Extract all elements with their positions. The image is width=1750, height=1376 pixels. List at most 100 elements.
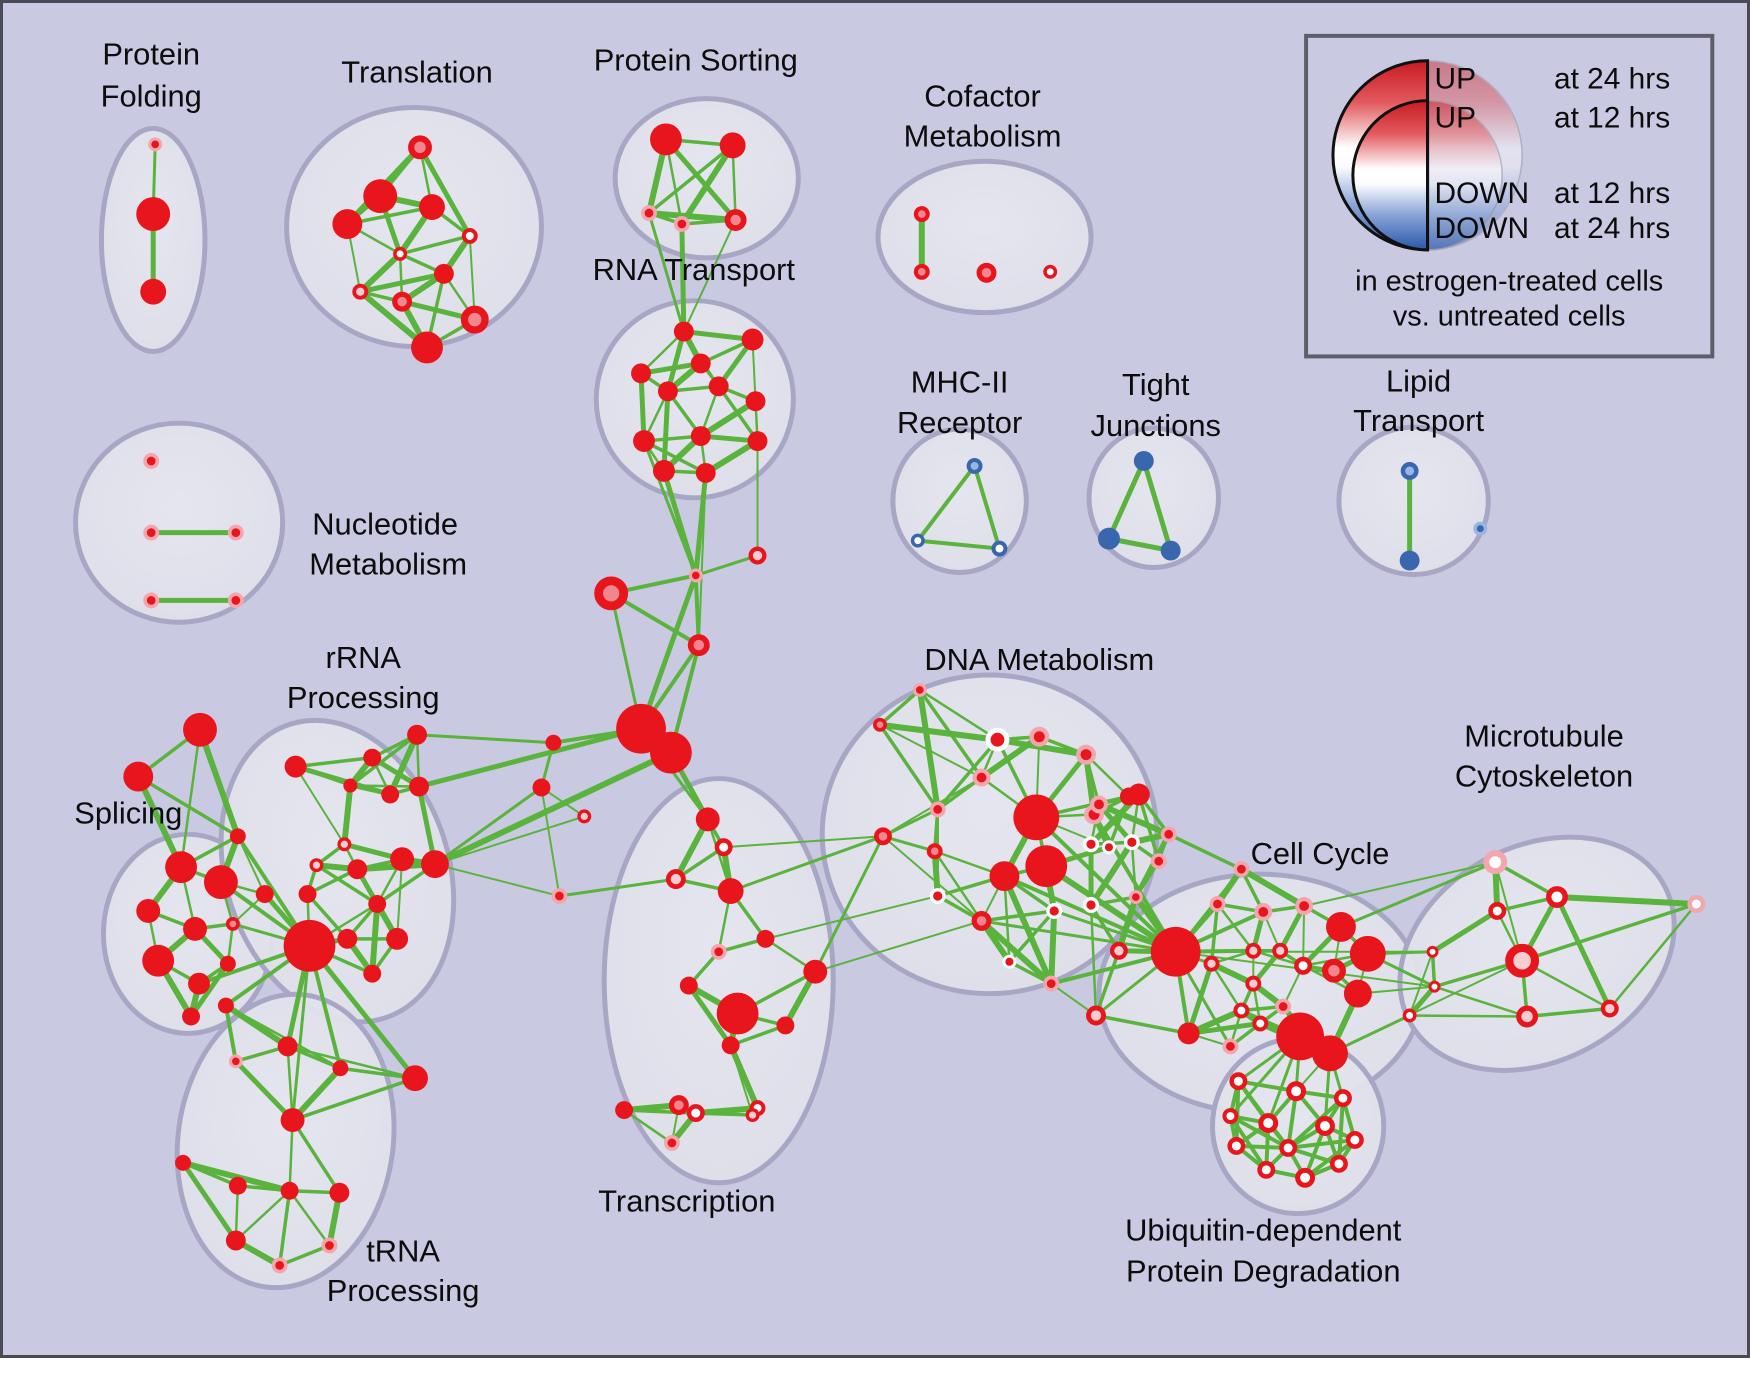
node-red-pink [926,843,943,860]
legend-time-label: at 24 hrs [1554,63,1670,96]
edge [639,330,686,375]
edge [305,892,350,941]
edge [878,723,983,779]
edge [716,384,760,443]
node-red [165,851,198,884]
node-open [1488,902,1507,920]
edge [277,1188,292,1268]
edge [1002,874,1178,954]
edge [694,554,760,577]
node-red [1127,783,1150,806]
edge [1303,861,1497,907]
node-red [229,828,246,845]
edge [1216,902,1255,953]
edge [1186,1020,1263,1036]
node-red-pink [460,305,489,334]
node-open-pink [1086,1005,1106,1026]
node-open [1329,1154,1348,1173]
node-red [188,972,210,995]
node-red [631,363,651,384]
edge [291,944,312,1122]
node-open-pink [1109,941,1128,960]
node-halo-white [1002,954,1017,969]
edge [1525,1006,1612,1019]
edge [1608,902,1698,1010]
node-red [545,734,562,751]
node-red-pink [594,576,629,611]
edge [314,863,379,906]
edge [234,1189,291,1242]
cluster-label-rna-transport: RNA Transport [593,252,796,287]
cluster-label-tight-junctions: Tight [1122,367,1190,402]
node-pink-ring [663,1134,680,1151]
node-red [183,916,207,941]
node-open-pink [1516,1005,1539,1028]
node-pink-ring [1043,975,1060,992]
node-open-pink [309,858,324,873]
node-pink-ring [1076,744,1097,765]
edge [642,439,708,475]
edge [341,782,354,848]
edge [764,895,939,940]
node-red-pink [971,910,992,931]
cluster-label-rrna-processing: Processing [287,680,440,715]
node-pink-ring [929,801,946,818]
edge [1554,894,1613,1012]
edge [1433,985,1529,1018]
edge [468,234,476,321]
node-red [532,778,551,797]
node-red-pink [976,262,997,283]
edge [697,471,707,647]
node-pink-ring [143,592,160,609]
edge [814,919,983,973]
edge [994,736,1090,758]
node-pink-ring [1209,896,1226,912]
node-red-pink [873,717,887,732]
edge [679,221,687,335]
network-nodes [123,123,1706,1274]
edge [1137,792,1161,863]
node-red [679,976,698,995]
node-red [228,1176,247,1195]
node-red [776,1016,795,1035]
edge [661,468,699,578]
edge [915,463,977,543]
node-open-pink [1272,942,1289,959]
node-halo-white [1083,836,1100,853]
node-pink-ring [673,216,690,232]
edge [1092,812,1178,954]
edge [286,1045,294,1122]
edge [433,863,561,898]
node-open [1345,1130,1364,1149]
edge [1166,832,1244,871]
node-red [1013,794,1060,841]
node-red [1177,1022,1200,1045]
edge [727,1042,761,1112]
node-red [1276,1012,1325,1061]
edge [348,733,419,788]
node-red-pink [874,827,892,846]
node-red [745,391,766,412]
node-pink-ring [551,888,568,905]
node-red [708,376,729,397]
edge [1106,458,1147,542]
node-pink-ring [1090,795,1108,814]
node-pink-ring [143,453,160,469]
node-open-blue [910,533,925,548]
edge [1094,1013,1191,1036]
edge [661,388,671,474]
node-red [673,321,694,342]
node-red [390,847,415,872]
node-halo-white [1101,840,1116,855]
edge [433,815,586,866]
node-red [615,1101,634,1120]
node-blue [1133,451,1154,471]
edge [646,210,739,224]
node-pink-ring [688,568,703,583]
edge [290,1076,417,1122]
node-blue [1160,540,1181,561]
node-red [690,426,711,447]
cluster-label-transcription: Transcription [598,1184,775,1219]
edge [417,144,473,239]
edge [1339,860,1497,929]
